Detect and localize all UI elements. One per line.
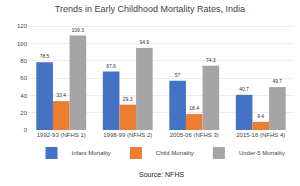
- svg-text:Child Mortality: Child Mortality: [156, 150, 194, 156]
- svg-text:18.4: 18.4: [189, 105, 199, 111]
- svg-text:74.3: 74.3: [206, 57, 216, 63]
- svg-text:Source: NFHS: Source: NFHS: [139, 171, 184, 178]
- svg-text:49.7: 49.7: [272, 78, 282, 84]
- svg-text:120: 120: [17, 23, 28, 29]
- svg-text:2005-06 (NFHS 3): 2005-06 (NFHS 3): [170, 132, 219, 138]
- svg-text:78.5: 78.5: [40, 53, 50, 59]
- svg-text:Trends in Early Childhood Mort: Trends in Early Childhood Mortality Rate…: [55, 4, 245, 14]
- svg-text:40: 40: [20, 93, 27, 99]
- svg-text:33.4: 33.4: [56, 92, 66, 98]
- svg-text:1992-93 (NFHS 1): 1992-93 (NFHS 1): [37, 132, 86, 138]
- svg-text:0: 0: [24, 127, 28, 133]
- svg-text:80: 80: [20, 58, 27, 64]
- svg-text:29.3: 29.3: [123, 96, 133, 102]
- svg-text:57: 57: [175, 72, 181, 78]
- svg-text:9.4: 9.4: [257, 113, 264, 119]
- svg-text:100: 100: [17, 41, 28, 47]
- svg-text:1998-99 (NFHS 2): 1998-99 (NFHS 2): [103, 132, 152, 138]
- svg-text:Infant Mortality: Infant Mortality: [72, 150, 111, 156]
- svg-text:67.6: 67.6: [106, 63, 116, 69]
- svg-text:Under-5 Mortality: Under-5 Mortality: [239, 150, 285, 156]
- svg-text:2015-16 (NFHS 4): 2015-16 (NFHS 4): [236, 132, 285, 138]
- svg-text:94.9: 94.9: [139, 39, 149, 45]
- svg-text:60: 60: [20, 75, 27, 81]
- svg-text:40.7: 40.7: [239, 86, 249, 92]
- svg-text:109.3: 109.3: [72, 27, 85, 33]
- svg-text:20: 20: [20, 110, 27, 116]
